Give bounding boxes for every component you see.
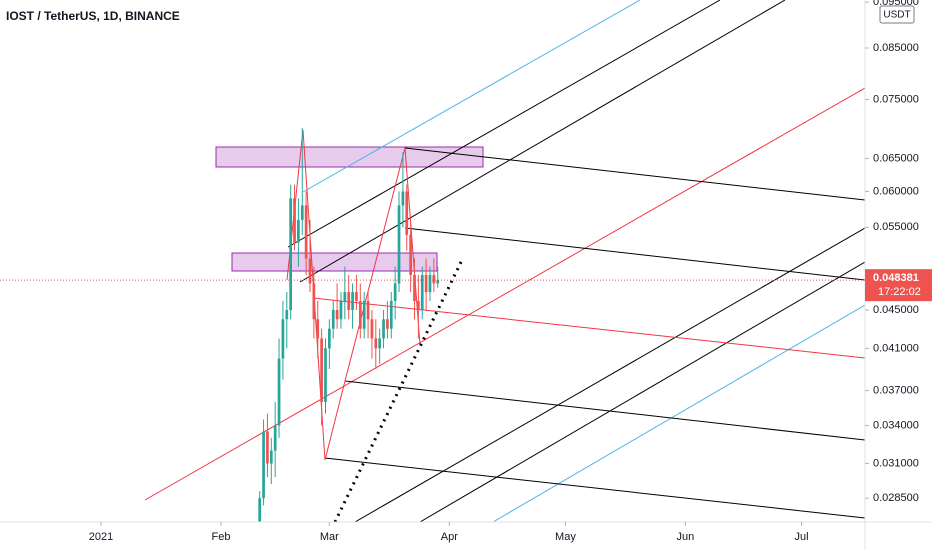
candle-body xyxy=(432,274,436,284)
candle-body xyxy=(389,300,393,329)
median-line xyxy=(144,87,865,501)
y-tick-label: 0.085000 xyxy=(873,42,919,54)
candle-body xyxy=(293,198,296,243)
candle-body xyxy=(378,338,382,349)
candle-body xyxy=(335,310,339,320)
channel-line xyxy=(492,304,865,522)
candle-body xyxy=(401,191,405,206)
candle-body xyxy=(273,425,277,451)
zone xyxy=(215,146,484,168)
y-tick-label: 0.037000 xyxy=(873,385,919,397)
candle-body xyxy=(409,234,412,275)
candle-body xyxy=(277,358,281,426)
candle-body xyxy=(328,328,331,349)
candle-body xyxy=(308,258,312,284)
x-tick-label: Mar xyxy=(320,531,339,543)
y-tick-label: 0.045000 xyxy=(873,304,919,316)
candle-body xyxy=(362,300,366,329)
candle-body xyxy=(269,450,273,464)
candle-body xyxy=(417,300,420,311)
chart-title: IOST / TetherUS, 1D, BINANCE xyxy=(6,9,180,23)
x-tick-label: May xyxy=(555,531,576,543)
y-tick-label: 0.075000 xyxy=(873,93,919,105)
y-tick-label: 0.034000 xyxy=(873,419,919,431)
median-line xyxy=(312,297,865,359)
x-tick-label: 2021 xyxy=(89,531,113,543)
candle-body xyxy=(358,300,362,329)
candle-body xyxy=(300,205,304,220)
countdown: 17:22:02 xyxy=(878,286,921,298)
candle-body xyxy=(347,292,351,311)
channel-line xyxy=(299,0,786,283)
candle-body xyxy=(320,338,323,402)
candle-body xyxy=(393,283,397,301)
x-tick-label: Jun xyxy=(677,531,695,543)
x-tick-label: Feb xyxy=(212,531,231,543)
candle-body xyxy=(386,319,389,329)
channel-line xyxy=(344,380,865,441)
candle-body xyxy=(370,319,374,339)
candle-body xyxy=(304,205,308,259)
candle-body xyxy=(397,205,401,284)
candle-body xyxy=(258,498,262,522)
x-tick-label: Apr xyxy=(441,531,458,543)
candle-body xyxy=(331,310,335,329)
candle-body xyxy=(339,300,343,320)
candle-body xyxy=(355,292,358,301)
last-price-label: 0.048381 xyxy=(873,272,919,284)
candle-body xyxy=(324,348,327,402)
channel-line xyxy=(404,147,865,201)
channel-line xyxy=(354,227,865,522)
candles xyxy=(258,127,440,522)
candle-body xyxy=(289,198,293,311)
candle-body xyxy=(405,191,409,235)
candle-body xyxy=(366,300,370,320)
x-tick-label: Jul xyxy=(794,531,808,543)
candle-body xyxy=(436,280,440,284)
channel-line xyxy=(302,0,641,193)
last-price-box xyxy=(865,269,932,302)
channel-line xyxy=(404,227,865,281)
candle-body xyxy=(428,274,432,293)
zigzag xyxy=(286,129,421,461)
y-tick-label: 0.095000 xyxy=(873,0,919,8)
y-tick-label: 0.041000 xyxy=(873,342,919,354)
currency: USDT xyxy=(883,10,910,21)
y-tick-label: 0.060000 xyxy=(873,185,919,197)
candle-body xyxy=(374,338,378,349)
candle-body xyxy=(343,292,347,301)
candle-body xyxy=(297,219,300,243)
candle-body xyxy=(262,431,265,499)
candle-body xyxy=(266,431,269,464)
candle-body xyxy=(312,283,316,320)
candle-body xyxy=(413,274,416,301)
currency-box xyxy=(879,5,915,24)
channel-line xyxy=(287,0,721,248)
channel-line xyxy=(324,457,865,519)
candle-body xyxy=(285,310,289,320)
drawings xyxy=(144,0,865,522)
y-tick-label: 0.031000 xyxy=(873,457,919,469)
channel-line xyxy=(419,261,865,522)
y-tick-label: 0.065000 xyxy=(873,152,919,164)
candle-body xyxy=(281,319,285,359)
candle-body xyxy=(382,319,385,339)
candle-body xyxy=(316,319,320,339)
y-tick-label: 0.028500 xyxy=(873,492,919,504)
candle-body xyxy=(420,274,424,311)
y-tick-label: 0.055000 xyxy=(873,221,919,233)
candle-body xyxy=(424,274,428,293)
candle-body xyxy=(351,292,354,311)
